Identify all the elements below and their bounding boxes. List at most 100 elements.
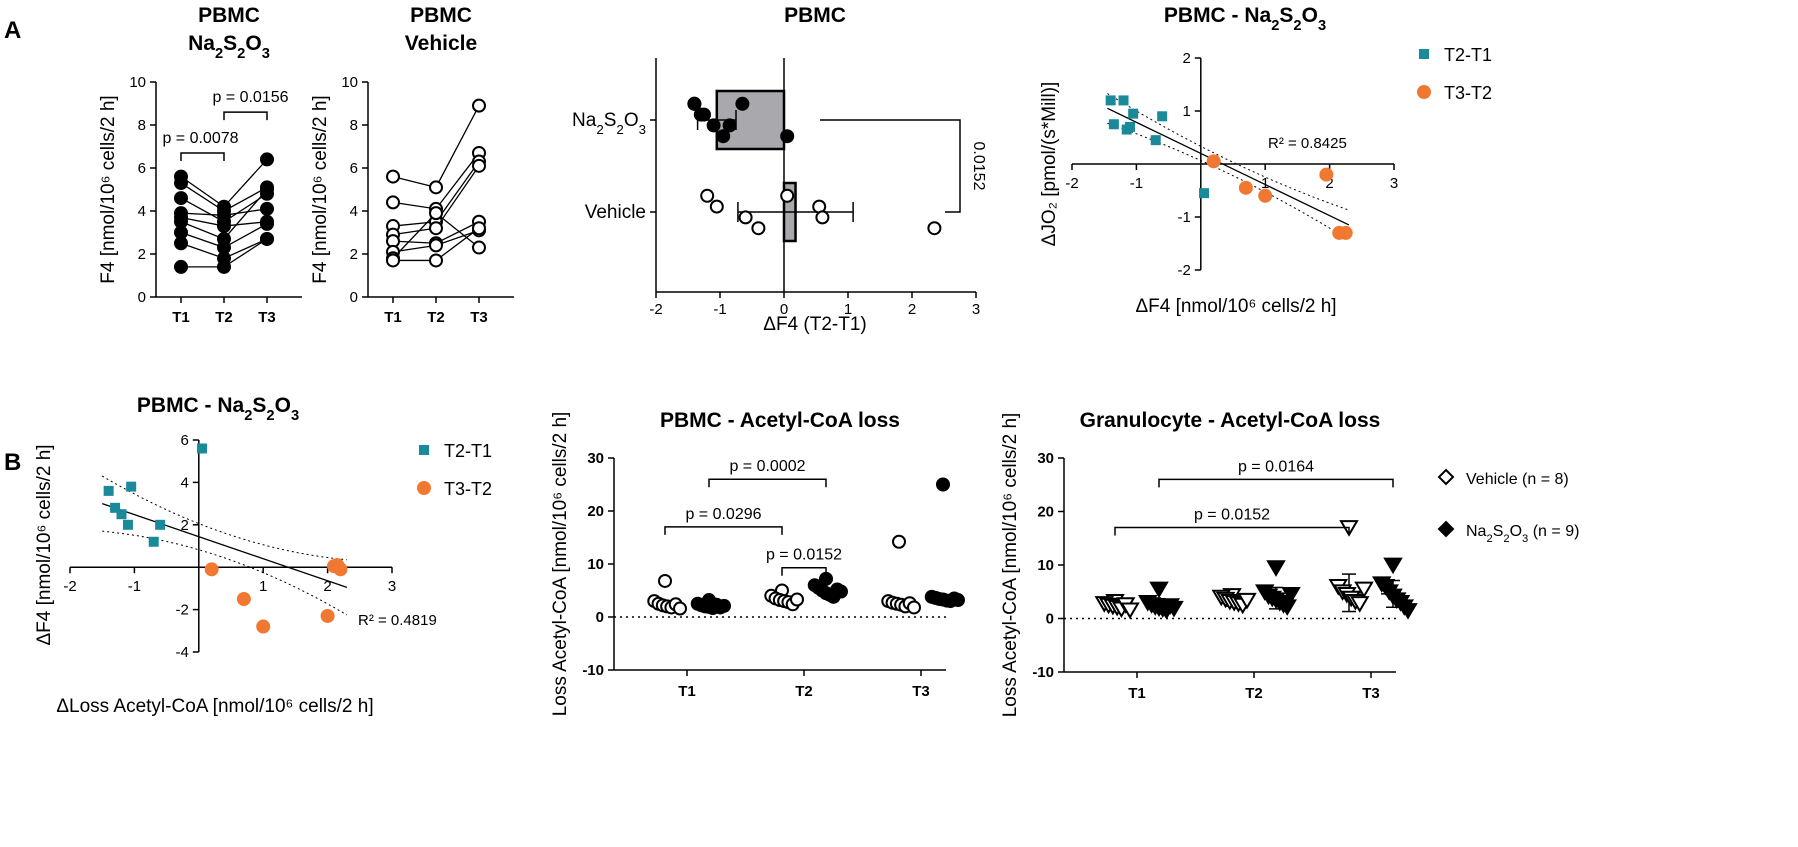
x-tick-label: T1 [384,309,402,326]
x-tick-label: 2 [908,301,916,318]
data-point-t2-t1 [1108,119,1119,130]
y-tick-label: 2 [180,517,188,534]
confidence-band [1107,122,1350,241]
x-tick-label: -1 [128,578,141,595]
legend-marker-t3-t2 [1417,85,1431,99]
data-point [706,118,721,133]
y-tick-label: Na2S2O3 [572,110,646,137]
x-tick-label: -2 [63,578,76,595]
data-point-t2-t1 [148,536,159,547]
chart-subtitle: Vehicle [405,32,477,55]
data-point [386,253,400,268]
y-tick-label: -2 [175,602,188,619]
data-point [472,158,486,173]
data-point-t2-t1 [155,519,166,530]
data-point [260,216,274,231]
p-value-label: p = 0.0164 [1238,458,1314,475]
x-tick-label: T3 [470,309,488,326]
y-tick-label: 2 [138,246,146,263]
y-tick-label: 6 [180,432,188,449]
data-point [174,191,188,206]
legend-label: T2-T1 [1444,45,1492,65]
chart-b1: PBMC - Na2S2O3 -2 -1 1 2 3 -4 -2 2 4 6 R² = 0.4819 Δ… [34,394,492,717]
x-tick-label: T1 [678,683,696,700]
data-point [260,182,274,197]
data-point-t2-t1 [110,502,121,513]
y-axis-label: Loss Acetyl-CoA [nmol/10⁶ cells/2 h] [550,412,571,717]
y-tick-label: 30 [587,450,604,467]
significance-bracket [1114,526,1350,536]
data-point [673,601,687,616]
data-point [217,219,231,234]
significance-bracket [1158,478,1394,488]
data-point [1281,587,1301,604]
chart-title: PBMC - Acetyl-CoA loss [660,409,900,432]
data-point [1266,560,1286,577]
data-point [687,96,702,111]
data-point-t2-t1 [197,443,208,454]
data-point [429,253,443,268]
data-point [815,210,830,225]
p-value-label: 0.0152 [970,142,987,191]
x-tick-label: T1 [172,309,190,326]
data-point [780,129,795,144]
x-tick-label: 1 [1261,175,1269,192]
data-point [716,129,731,144]
data-point-t3-t2 [1258,188,1273,203]
x-axis-label: ΔLoss Acetyl-CoA [nmol/10⁶ cells/2 h] [56,696,373,717]
regression-line [101,502,348,588]
data-point [472,221,486,236]
data-point [260,201,274,216]
x-tick-label: T3 [912,683,930,700]
legend-label: Vehicle (n = 8) [1466,471,1569,488]
significance-bracket [223,111,268,121]
y-tick-label: -10 [1032,664,1054,681]
x-tick-label: T1 [1128,685,1146,702]
y-tick-label: 20 [587,503,604,520]
data-point-t3-t2 [1238,180,1253,195]
data-point [429,238,443,253]
data-point [217,259,231,274]
data-point [751,221,766,236]
y-tick-label: 10 [341,74,358,91]
data-point-t3-t2 [1206,154,1221,169]
data-point [738,210,753,225]
data-point [1354,581,1374,599]
data-point-t2-t1 [1124,121,1135,132]
data-point [260,152,274,167]
data-point [386,195,400,210]
x-tick-label: T2 [1245,685,1263,702]
x-tick-label: 1 [844,301,852,318]
data-point [700,188,715,203]
legend: T2-T1 T3-T2 [417,441,492,499]
data-point [717,598,731,613]
y-tick-label: Vehicle [585,202,646,223]
x-tick-label: 3 [972,301,980,318]
legend-label: T3-T2 [444,479,492,499]
significance-bracket [820,119,961,213]
chart-a3: PBMC -2 -1 0 1 2 3 ΔF4 (T2-T1) Na2S2O3 Vehicle 0.0… [572,4,987,335]
data-point [1120,602,1140,620]
data-point [936,477,950,492]
data-point [834,584,848,599]
data-point [1383,557,1403,575]
data-point-t3-t2 [320,608,335,623]
panel-label-b: B [4,449,21,476]
data-point-t2-t1 [103,485,114,496]
data-point-t2-t1 [1150,135,1161,146]
data-point [693,107,708,122]
significance-bracket [781,566,827,576]
y-tick-label: 0 [350,289,358,306]
legend-label: T3-T2 [1444,83,1492,103]
y-tick-label: 8 [138,117,146,134]
data-point [658,573,672,588]
x-tick-label: T3 [1362,685,1380,702]
y-tick-label: 20 [1037,504,1054,521]
x-tick-label: 3 [1390,175,1398,192]
data-point-t3-t2 [327,559,342,574]
y-tick-label: 2 [1182,50,1190,67]
significance-bracket [664,526,783,535]
y-tick-label: 0 [596,609,604,626]
legend-label: T2-T1 [444,441,492,461]
